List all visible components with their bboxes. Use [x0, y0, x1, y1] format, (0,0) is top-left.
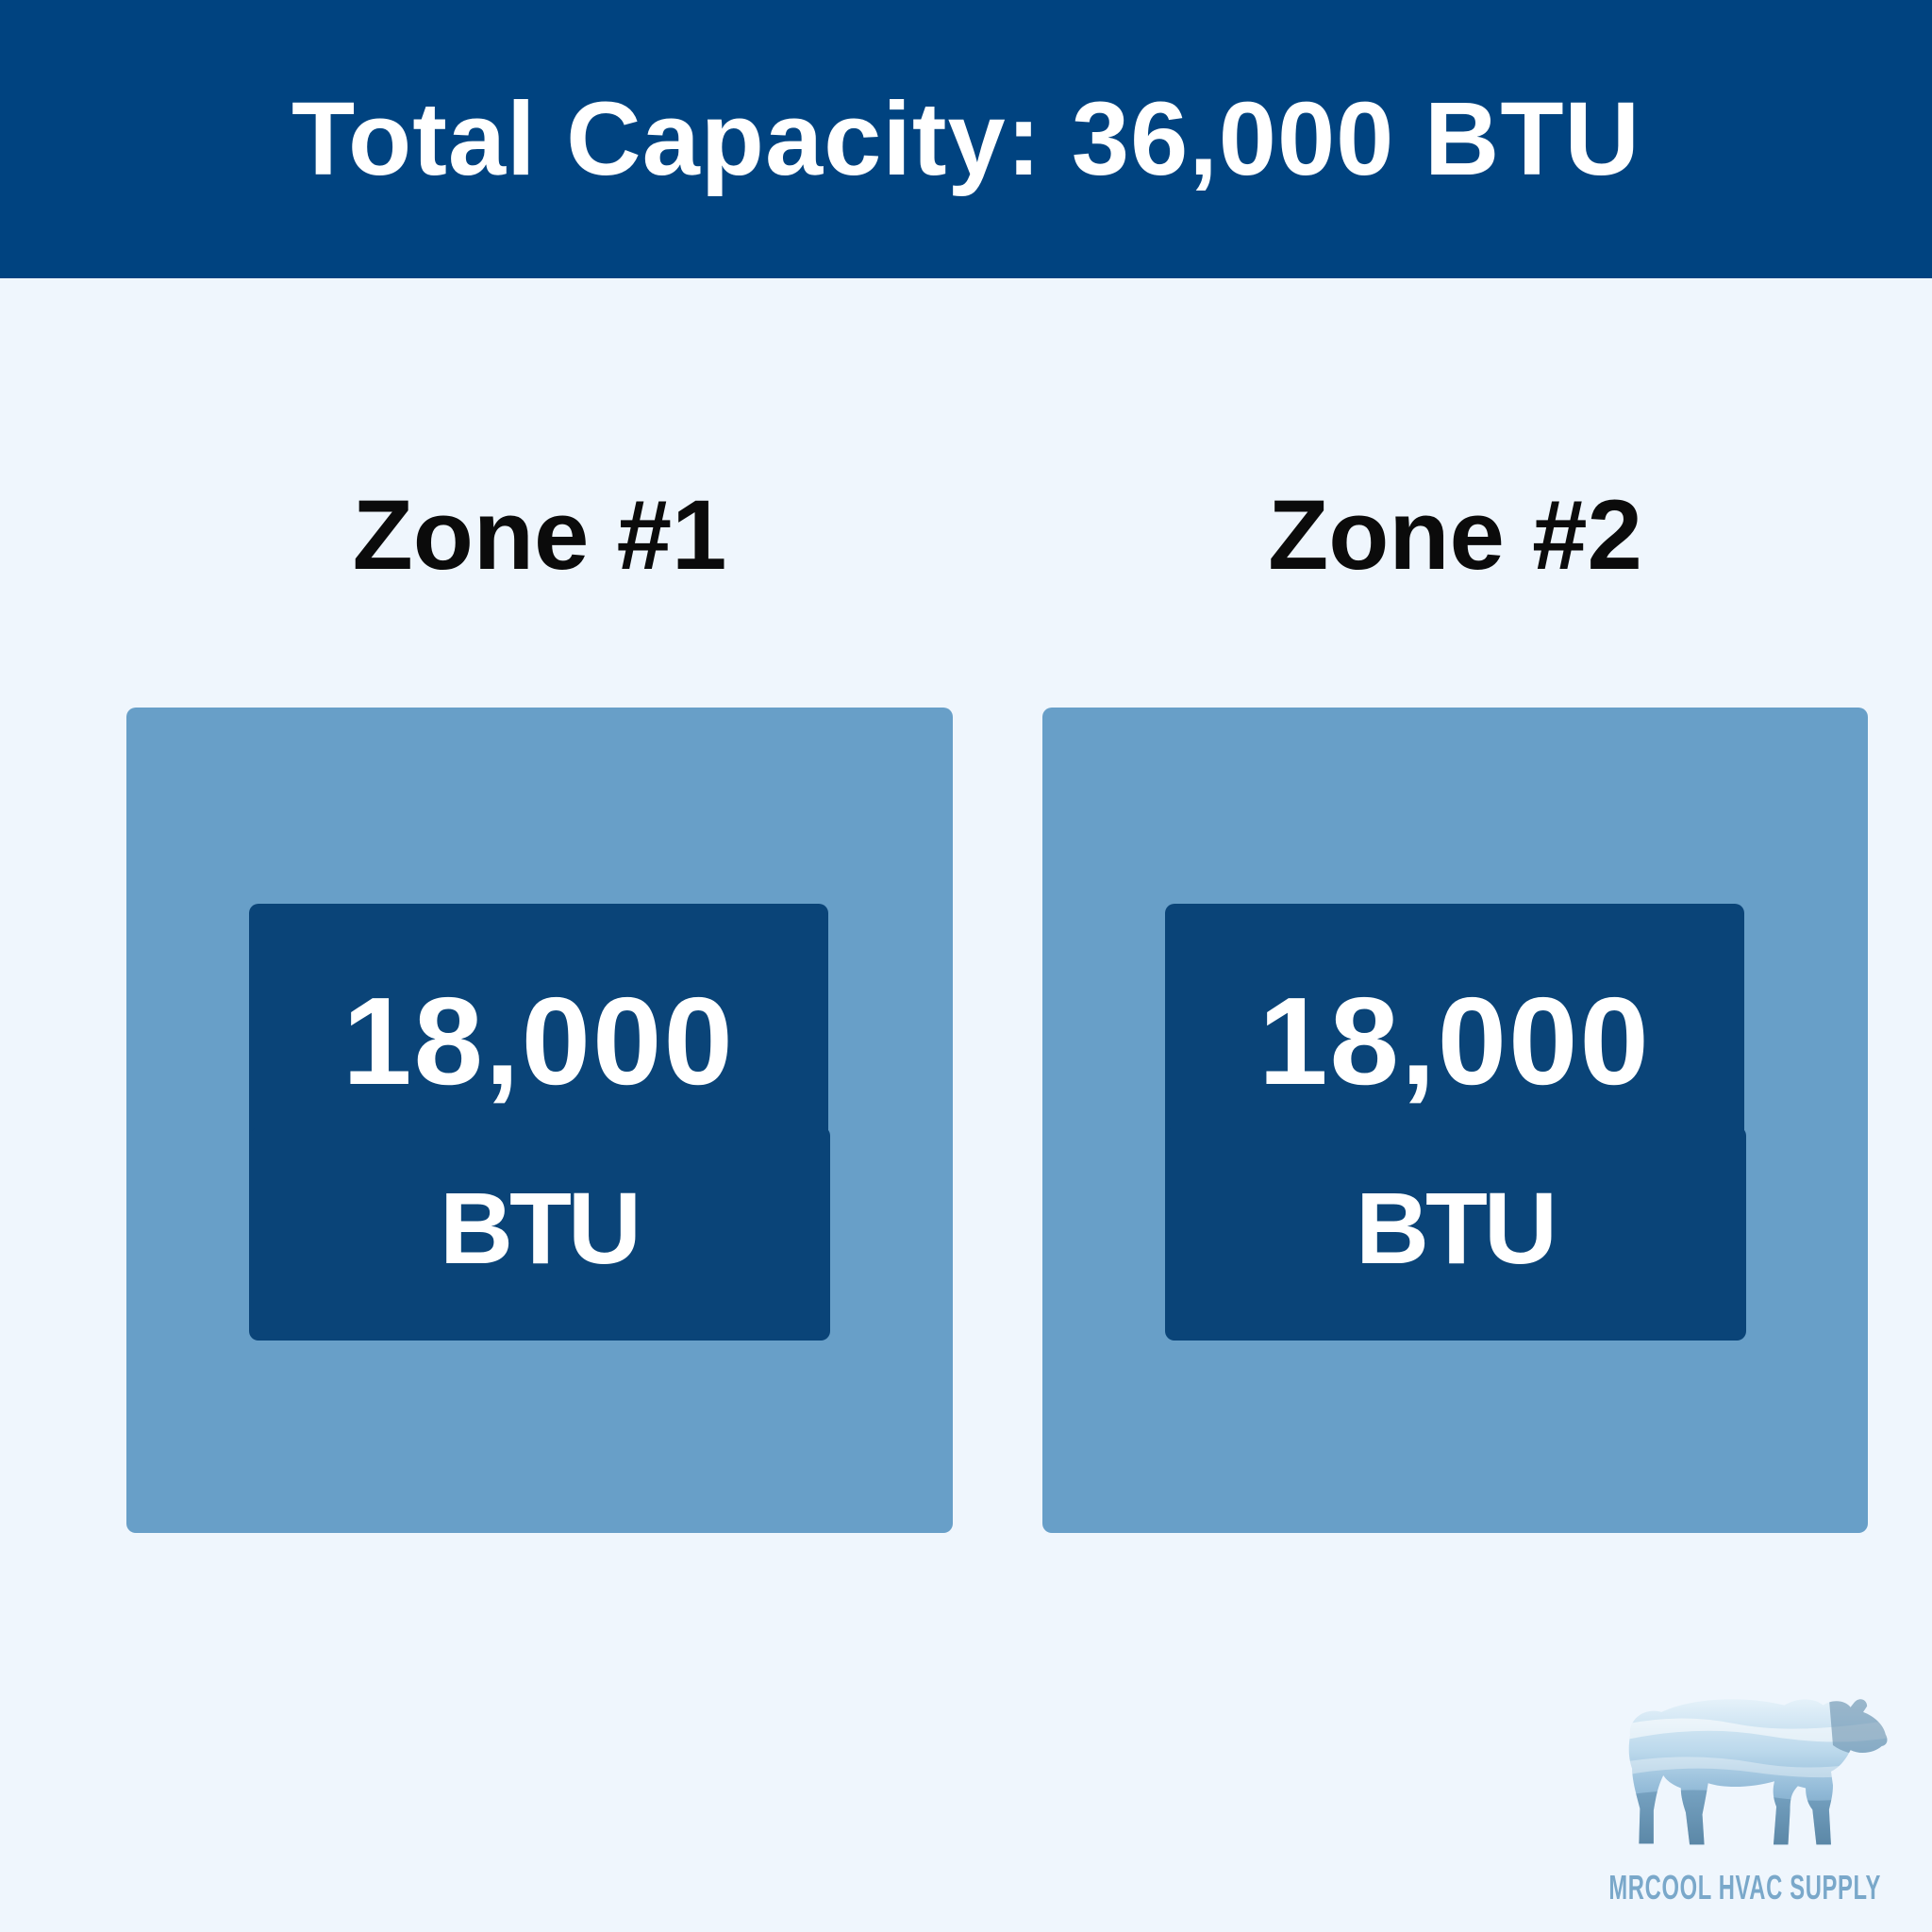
zone-2-box: 18,000 BTU — [1042, 708, 1868, 1533]
page-title: Total Capacity: 36,000 BTU — [291, 81, 1641, 197]
zone-2-capacity-value: 18,000 — [1258, 972, 1651, 1110]
zone-1-label: Zone #1 — [352, 480, 727, 591]
zone-2-label: Zone #2 — [1268, 480, 1642, 591]
zone-1-capacity-unit: BTU — [440, 1171, 641, 1285]
brand-logo: MRCOOL HVAC SUPPLY — [1566, 1687, 1924, 1907]
zone-2-capacity-unit: BTU — [1356, 1171, 1557, 1285]
header-banner: Total Capacity: 36,000 BTU — [0, 0, 1932, 278]
zone-1-capacity-value: 18,000 — [342, 972, 735, 1110]
polar-bear-logo-icon — [1628, 1699, 1888, 1845]
zone-1-capacity-plate: 18,000 BTU — [249, 904, 830, 1341]
brand-name-text: MRCOOL HVAC SUPPLY — [1608, 1868, 1882, 1907]
zone-2-capacity-plate: 18,000 BTU — [1165, 904, 1746, 1341]
zone-1-box: 18,000 BTU — [126, 708, 953, 1533]
